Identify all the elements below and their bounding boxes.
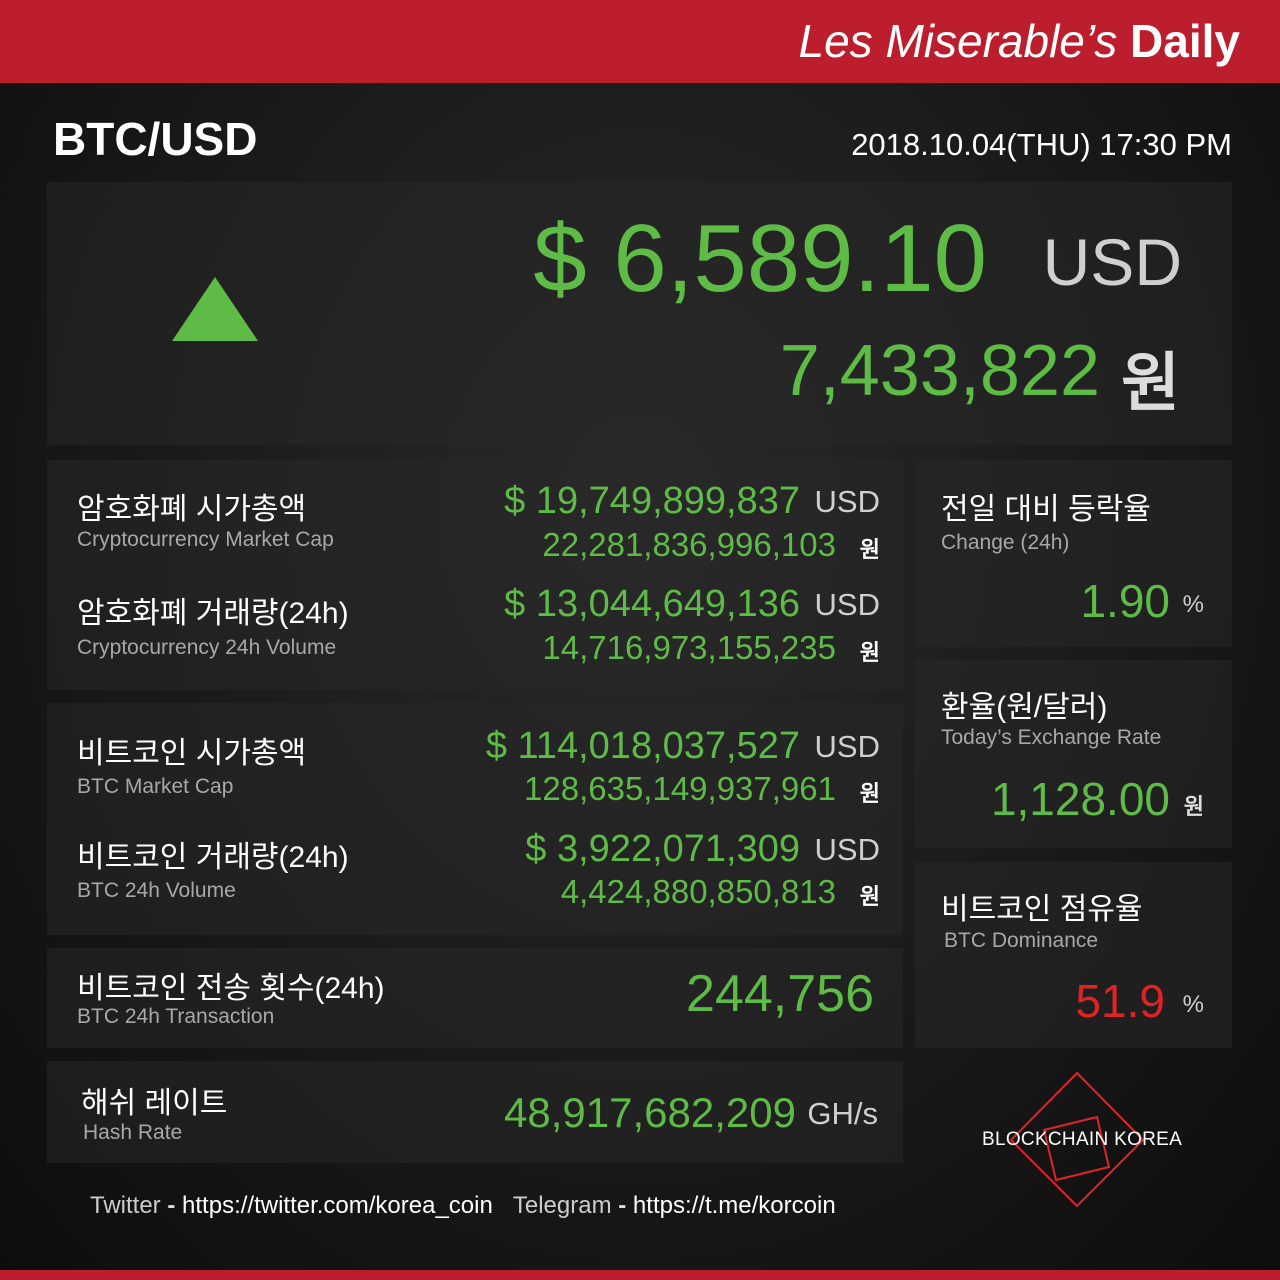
dominance-value: 51.9	[1075, 975, 1165, 1027]
telegram-link[interactable]: https://t.me/korcoin	[632, 1192, 836, 1219]
blockchain-korea-logo: BLOCKCHAIN KOREA	[980, 1070, 1190, 1210]
hashrate-panel	[47, 1061, 903, 1163]
metric-label-ko: 암호화폐 거래량(24h)	[77, 597, 349, 630]
metric-usd-unit: USD	[814, 729, 880, 764]
metric-krw: 4,424,880,850,813	[560, 873, 836, 910]
brand-light: Les Miserable’s	[798, 15, 1118, 67]
price-usd-unit: USD	[1042, 225, 1182, 299]
metric-label-ko: 암호화폐 시가총액	[77, 493, 307, 526]
exchange-unit: 원	[1183, 794, 1204, 819]
metric-krw-unit: 원	[859, 537, 880, 562]
change-unit: %	[1182, 591, 1204, 618]
metric-usd: $ 3,922,071,309	[525, 828, 800, 870]
transactions-value: 244,756	[686, 965, 874, 1023]
hashrate-label-en: Hash Rate	[83, 1121, 183, 1144]
date-time: 2018.10.04(THU) 17:30 PM	[851, 127, 1232, 162]
transactions-label-en: BTC 24h Transaction	[77, 1005, 275, 1028]
footer-links: Twitter - https://twitter.com/korea_coin…	[90, 1192, 836, 1220]
change-value: 1.90	[1080, 575, 1170, 627]
metric-krw-unit: 원	[859, 640, 880, 665]
metric-krw-unit: 원	[859, 884, 880, 909]
dominance-panel	[915, 862, 1232, 1048]
metric-usd-unit: USD	[814, 832, 880, 867]
metric-krw: 14,716,973,155,235	[542, 629, 836, 666]
exchange-label-ko: 환율(원/달러)	[941, 691, 1108, 724]
change-label-ko: 전일 대비 등락율	[941, 493, 1151, 526]
header-bar: Les Miserable’s Daily	[0, 0, 1280, 83]
metric-usd-unit: USD	[814, 587, 880, 622]
telegram-label: Telegram	[512, 1192, 612, 1219]
logo-diamond-icon	[1009, 1071, 1145, 1208]
transactions-label-ko: 비트코인 전송 횟수(24h)	[77, 972, 385, 1005]
separator: -	[167, 1192, 176, 1219]
metric-label-en: BTC Market Cap	[77, 775, 234, 798]
dominance-label-ko: 비트코인 점유율	[941, 893, 1143, 926]
logo-text: BLOCKCHAIN KOREA	[982, 1129, 1183, 1150]
metric-krw-unit: 원	[859, 781, 880, 806]
exchange-panel	[915, 660, 1232, 848]
exchange-value: 1,128.00	[990, 773, 1170, 825]
price-usd: $ 6,589.10	[533, 205, 987, 312]
metric-usd-unit: USD	[814, 484, 880, 519]
brand-bold: Daily	[1130, 15, 1240, 67]
metric-label-en: Cryptocurrency Market Cap	[77, 528, 334, 551]
transaction-panel	[47, 948, 903, 1048]
metric-label-ko: 비트코인 시가총액	[77, 737, 307, 770]
bottom-bar	[0, 1270, 1280, 1280]
pair-title: BTC/USD	[53, 113, 258, 165]
dominance-label-en: BTC Dominance	[944, 929, 1099, 952]
exchange-label-en: Today’s Exchange Rate	[941, 726, 1162, 749]
metric-usd: $ 114,018,037,527	[485, 725, 800, 767]
hashrate-label-ko: 해쉬 레이트	[81, 1087, 228, 1120]
hashrate-value: 48,917,682,209	[504, 1089, 796, 1136]
brand-title: Les Miserable’s Daily	[799, 14, 1240, 68]
change-label-en: Change (24h)	[941, 531, 1070, 554]
metric-usd: $ 19,749,899,837	[504, 480, 800, 522]
metric-label-en: BTC 24h Volume	[77, 879, 236, 902]
change-panel	[915, 460, 1232, 647]
price-panel: $ 6,589.10 USD 7,433,822 원	[47, 182, 1232, 445]
separator: -	[618, 1192, 627, 1219]
twitter-label: Twitter	[90, 1192, 161, 1219]
dominance-unit: %	[1182, 991, 1204, 1018]
metric-krw: 128,635,149,937,961	[524, 770, 836, 807]
hashrate-unit: GH/s	[807, 1096, 878, 1131]
metric-label-en: Cryptocurrency 24h Volume	[77, 636, 337, 659]
crypto-panel	[47, 460, 903, 690]
metric-krw: 22,281,836,996,103	[542, 526, 836, 563]
price-krw: 7,433,822	[779, 331, 1100, 411]
btc-panel	[47, 703, 903, 935]
up-triangle-icon	[172, 277, 258, 341]
price-krw-unit: 원	[1121, 347, 1180, 419]
metric-label-ko: 비트코인 거래량(24h)	[77, 841, 349, 874]
metric-usd: $ 13,044,649,136	[504, 583, 800, 625]
twitter-link[interactable]: https://twitter.com/korea_coin	[182, 1192, 493, 1219]
